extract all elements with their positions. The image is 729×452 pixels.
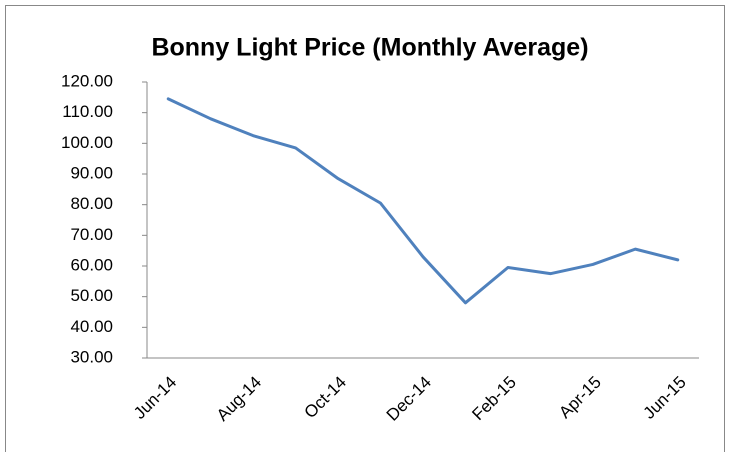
y-tick-label: 90.00 [70,163,113,182]
y-tick-label: 30.00 [70,347,113,366]
y-tick-label: 120.00 [61,71,113,90]
chart-frame [5,5,725,452]
chart-title: Bonny Light Price (Monthly Average) [151,34,588,62]
y-tick-label: 60.00 [70,255,113,274]
line-series [166,97,680,305]
y-tick-label: 100.00 [61,133,113,152]
y-tick-label: 110.00 [62,102,113,121]
y-tick-label: 40.00 [70,317,113,336]
y-tick-label: 70.00 [70,225,113,244]
y-tick-label: 80.00 [70,194,113,213]
y-tick-label: 50.00 [70,286,113,305]
